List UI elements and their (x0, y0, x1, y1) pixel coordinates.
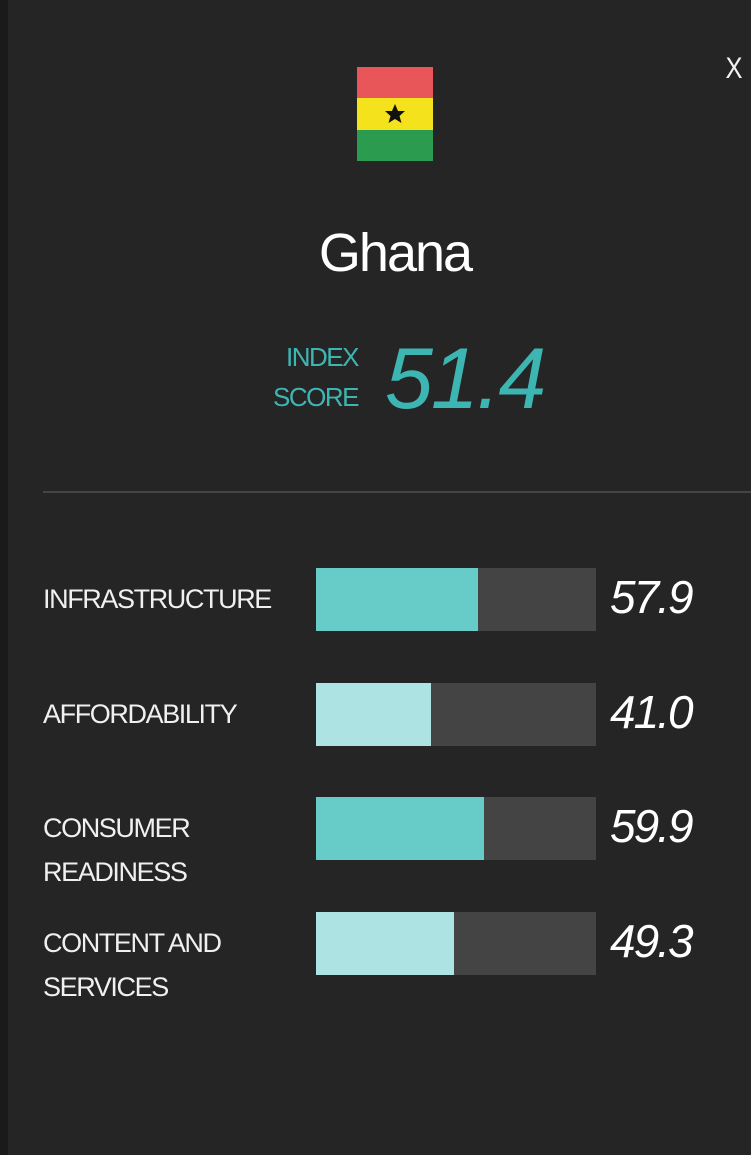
bar (316, 568, 479, 631)
value-label: 57.9 (610, 571, 694, 623)
bar (316, 797, 484, 860)
row-label: CONTENT AND SERVICES (43, 927, 222, 1002)
index-score: 51.4 (385, 331, 546, 427)
value-label: 59.9 (610, 800, 694, 852)
bar (316, 682, 431, 746)
edge-strip (0, 0, 8, 1155)
bar (316, 911, 455, 975)
flag (357, 67, 433, 161)
index-label: INDEX SCORE (273, 342, 359, 412)
value-label: 49.3 (610, 914, 694, 967)
close-button[interactable]: X (725, 52, 743, 85)
row-label: INFRASTRUCTURE (43, 584, 272, 614)
value-label: 41.0 (610, 685, 694, 738)
divider (43, 491, 751, 493)
country-name: Ghana (318, 223, 473, 283)
row-label: CONSUMER READINESS (43, 813, 191, 887)
row-label: AFFORDABILITY (43, 698, 238, 729)
